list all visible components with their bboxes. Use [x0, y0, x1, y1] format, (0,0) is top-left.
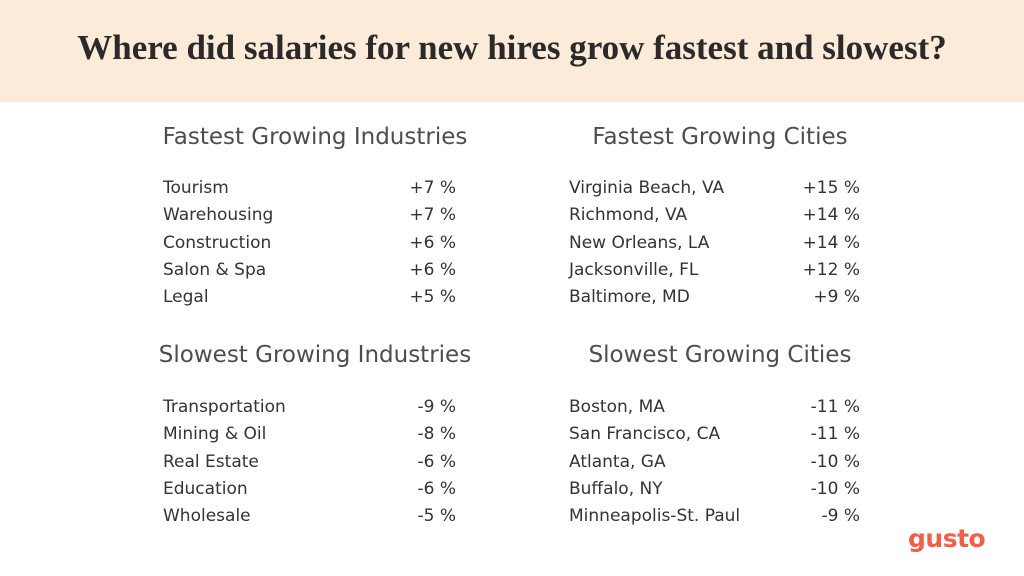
row-label: Transportation — [163, 397, 286, 417]
row-value: +6 % — [409, 259, 456, 280]
row-label: Real Estate — [163, 451, 259, 472]
row-label: New Orleans, LA — [569, 232, 710, 253]
row-value: -11 % — [810, 424, 860, 445]
row-value: +9 % — [813, 287, 860, 308]
row-value: -6 % — [417, 451, 456, 472]
row-label: Atlanta, GA — [569, 451, 666, 472]
row-label: Legal — [163, 287, 209, 308]
row-label: Virginia Beach, VA — [569, 178, 725, 198]
row-label: Richmond, VA — [569, 205, 688, 226]
row-value: -11 % — [810, 397, 860, 417]
row-value: +7 % — [409, 178, 456, 198]
row-label: Buffalo, NY — [569, 478, 663, 499]
row-label: Baltimore, MD — [569, 287, 690, 308]
row-label: Education — [163, 478, 248, 499]
row-value: +5 % — [409, 287, 456, 308]
row-label: Boston, MA — [569, 397, 665, 417]
section-title: Fastest Growing Industries — [162, 124, 468, 150]
row-value: +6 % — [409, 232, 456, 253]
row-label: Mining & Oil — [163, 424, 267, 445]
row-label: Construction — [163, 232, 272, 253]
section-title: Slowest Growing Cities — [588, 342, 852, 368]
header: Where did salaries for new hires grow fa… — [0, 0, 1024, 102]
row-value: +15 % — [802, 178, 860, 198]
row-label: San Francisco, CA — [569, 424, 721, 445]
row-value: -9 % — [417, 397, 456, 417]
row-value: -8 % — [417, 424, 456, 445]
section-title: Fastest Growing Cities — [592, 124, 848, 150]
row-value: -9 % — [821, 506, 860, 527]
row-value: +14 % — [802, 205, 860, 226]
row-label: Wholesale — [163, 506, 251, 527]
section-title: Slowest Growing Industries — [158, 342, 472, 368]
row-value: -10 % — [810, 451, 860, 472]
row-value: +7 % — [409, 205, 456, 226]
logo: gusto — [908, 524, 986, 553]
row-label: Tourism — [163, 178, 229, 198]
row-value: -6 % — [417, 478, 456, 499]
row-value: -5 % — [417, 506, 456, 527]
row-value: +14 % — [802, 232, 860, 253]
row-value: -10 % — [810, 478, 860, 499]
title: Where did salaries for new hires grow fa… — [77, 28, 947, 67]
row-value: +12 % — [802, 259, 860, 280]
row-label: Jacksonville, FL — [569, 259, 699, 280]
row-label: Warehousing — [163, 205, 274, 226]
row-label: Minneapolis-St. Paul — [569, 506, 741, 527]
row-label: Salon & Spa — [163, 259, 267, 280]
